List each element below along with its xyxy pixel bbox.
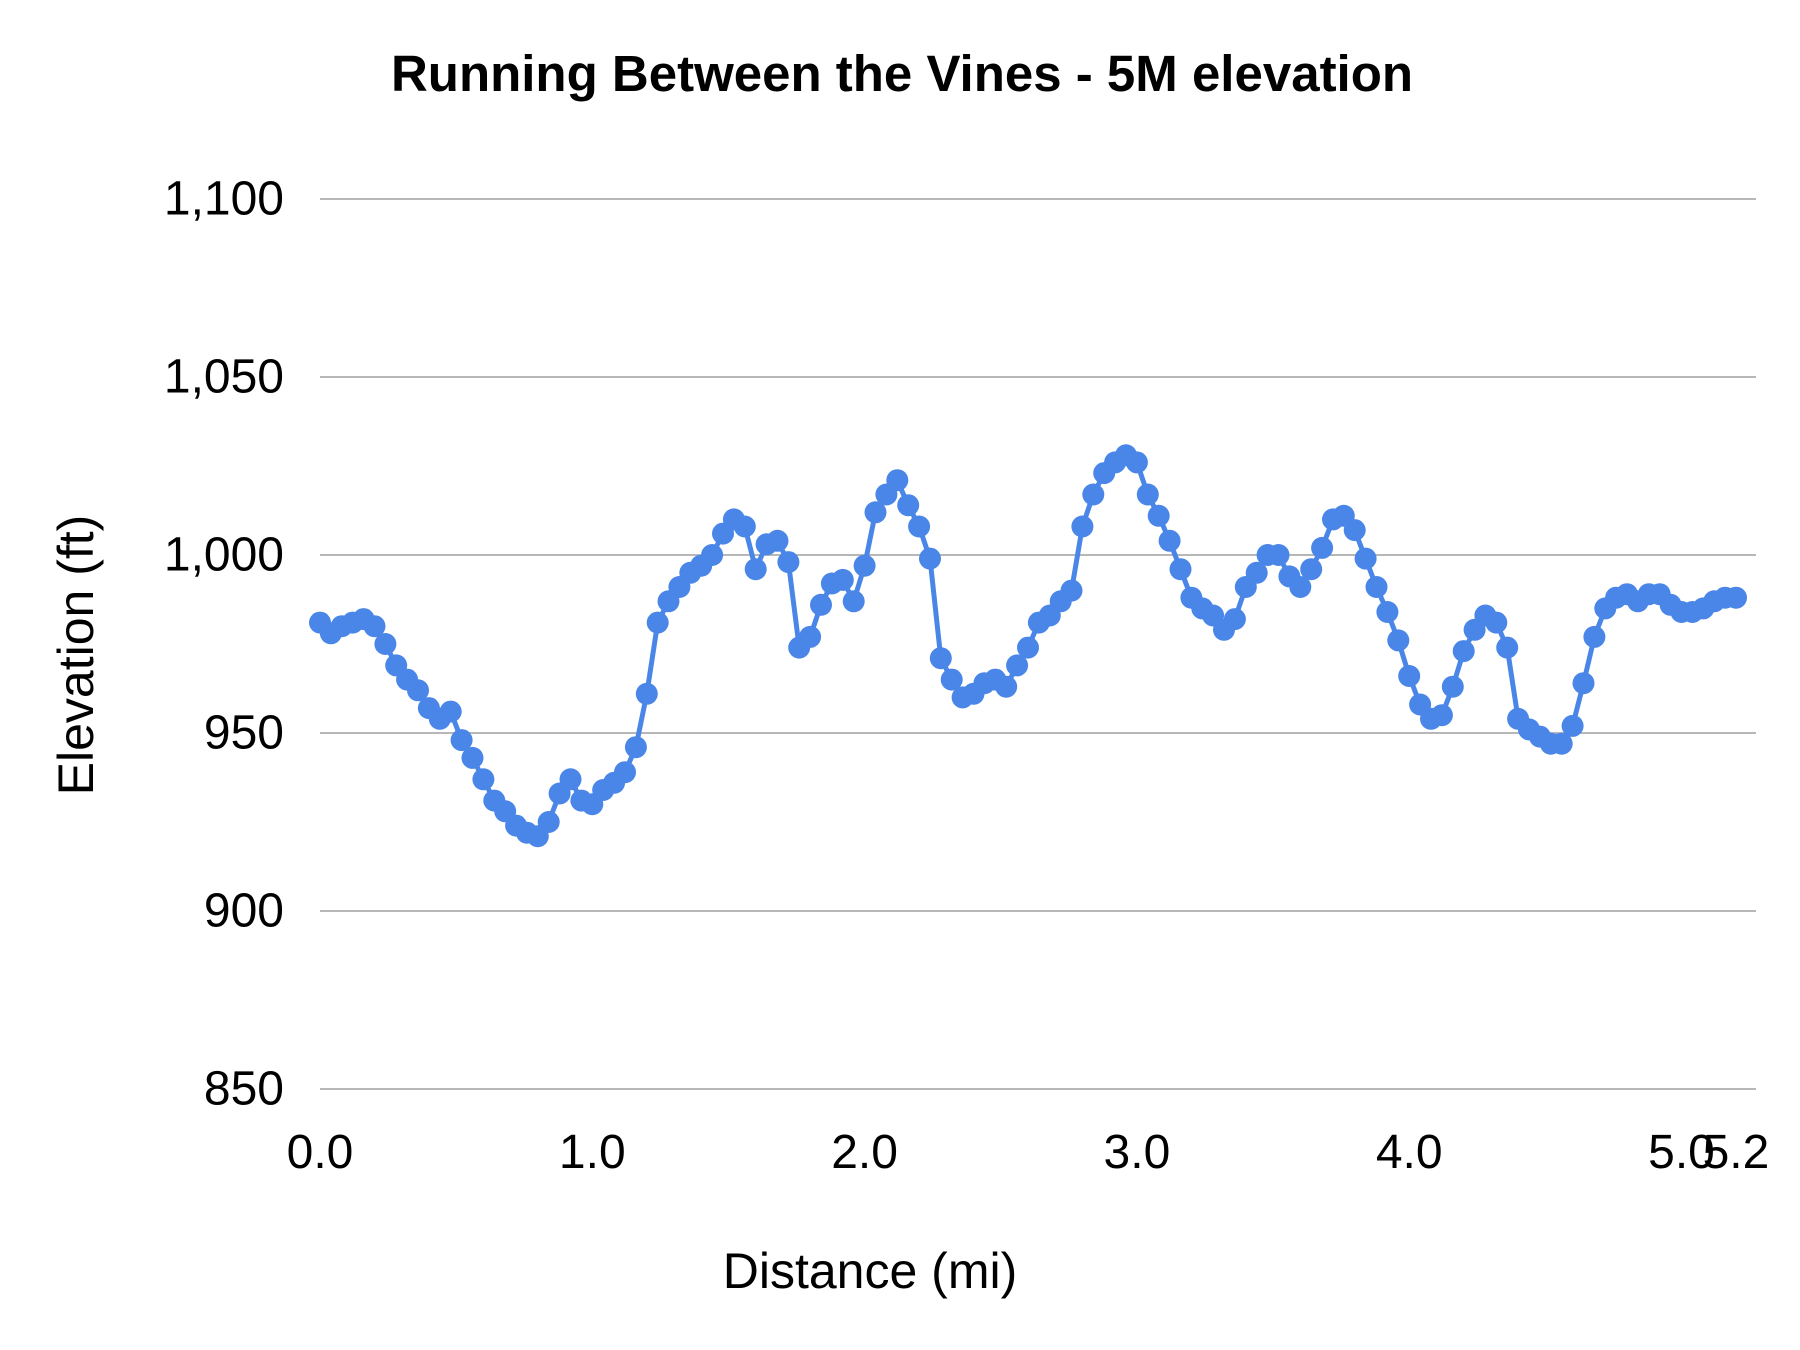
x-tick-label-5.0: 5.0: [1648, 1126, 1715, 1179]
data-point: [853, 554, 876, 577]
data-point: [1561, 714, 1584, 737]
x-tick-label-1.0: 1.0: [559, 1126, 626, 1179]
data-point: [439, 700, 462, 723]
data-point: [537, 811, 560, 833]
data-point: [1311, 536, 1334, 559]
data-point: [842, 590, 865, 613]
data-point: [1583, 625, 1606, 648]
data-point: [1430, 704, 1453, 727]
data-point: [1223, 608, 1246, 631]
data-point: [363, 615, 386, 638]
data-point: [624, 736, 647, 759]
data-point: [1147, 504, 1170, 527]
data-point: [1550, 732, 1573, 755]
y-tick-label-1050: 1,050: [164, 351, 284, 404]
y-axis-title: Elevation (ft): [48, 514, 104, 796]
data-point: [461, 746, 484, 769]
data-point: [1158, 529, 1181, 552]
data-point: [1060, 579, 1083, 602]
data-point: [701, 544, 724, 566]
data-point: [1572, 672, 1595, 695]
data-point: [1725, 586, 1747, 609]
data-point: [777, 551, 800, 574]
data-point: [766, 529, 789, 552]
data-point: [1300, 558, 1323, 581]
data-point: [831, 568, 854, 591]
data-point: [1354, 547, 1377, 570]
x-tick-label-2.0: 2.0: [831, 1126, 898, 1179]
data-point: [559, 768, 582, 791]
data-point: [1387, 629, 1410, 652]
data-point: [1441, 675, 1464, 698]
data-point: [1343, 519, 1366, 542]
data-point: [995, 675, 1018, 698]
data-point: [1267, 544, 1290, 566]
data-point: [1071, 515, 1094, 538]
data-point: [374, 633, 397, 655]
data-point: [1496, 636, 1519, 659]
data-point: [450, 729, 473, 752]
data-point: [744, 558, 767, 581]
data-point: [810, 593, 832, 616]
x-tick-label-3.0: 3.0: [1104, 1126, 1171, 1179]
data-point: [1289, 576, 1312, 598]
chart-title: Running Between the Vines - 5M elevation: [390, 45, 1414, 102]
data-point: [929, 647, 952, 670]
data-point: [646, 611, 669, 634]
data-point: [1017, 636, 1039, 659]
x-tick-label-4.0: 4.0: [1376, 1126, 1443, 1179]
x-axis-title: Distance (mi): [722, 1243, 1018, 1299]
data-point: [733, 515, 756, 538]
data-point: [1006, 654, 1029, 677]
data-point: [1245, 561, 1268, 584]
data-point: [897, 494, 920, 517]
y-tick-label-950: 950: [204, 707, 284, 760]
data-point: [1452, 640, 1475, 663]
y-tick-label-850: 850: [204, 1063, 284, 1116]
x-tick-label-5.2: 5.2: [1703, 1126, 1770, 1179]
data-point: [1169, 558, 1192, 581]
data-point: [635, 682, 658, 705]
data-point: [919, 547, 941, 570]
data-point: [940, 668, 963, 691]
x-tick-label-0.0: 0.0: [287, 1126, 354, 1179]
data-point: [864, 501, 887, 524]
y-tick-label-1100: 1,100: [164, 173, 284, 226]
data-point: [407, 679, 429, 702]
data-point: [1376, 601, 1399, 623]
y-tick-label-900: 900: [204, 885, 284, 938]
data-point: [886, 469, 909, 492]
data-point: [1398, 665, 1421, 687]
data-point: [614, 761, 636, 784]
data-point: [799, 625, 822, 648]
data-point: [1485, 611, 1508, 634]
data-point: [1136, 483, 1159, 506]
data-point: [1082, 483, 1105, 506]
y-tick-label-1000: 1,000: [164, 529, 284, 582]
data-point: [908, 515, 931, 538]
data-point: [472, 768, 495, 791]
data-point: [1365, 576, 1388, 598]
data-point: [1125, 451, 1148, 474]
